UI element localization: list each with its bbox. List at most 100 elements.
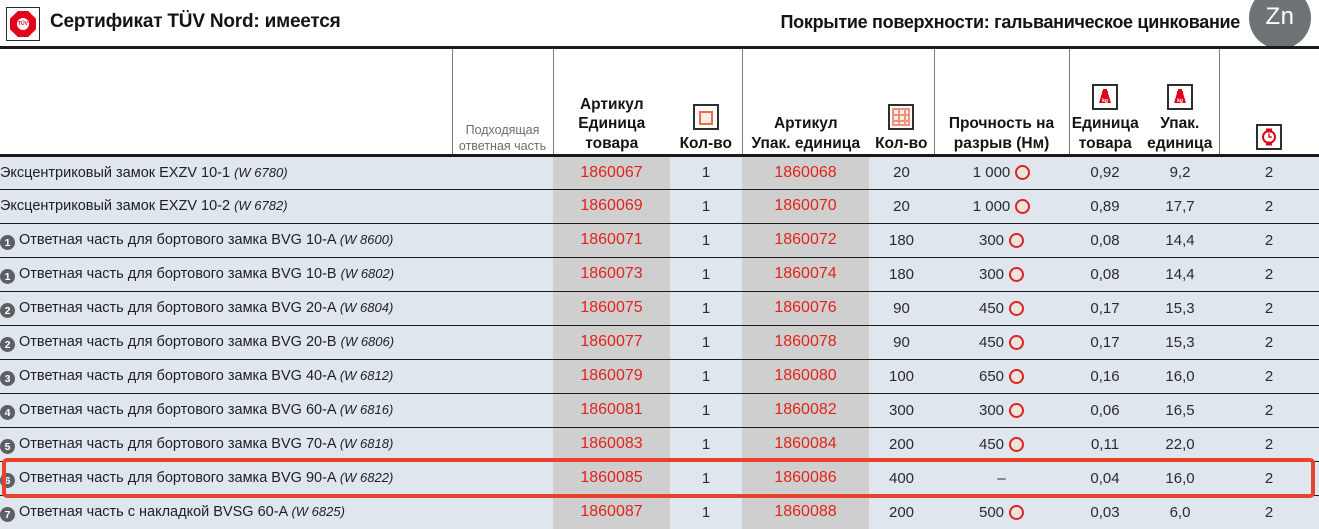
item-number-badge: 1: [0, 269, 15, 285]
cell-article-unit[interactable]: 1860067: [553, 155, 670, 190]
cell-product-name[interactable]: 6 Ответная часть для бортового замка BVG …: [0, 461, 452, 496]
cell-product-name[interactable]: 1 Ответная часть для бортового замка BVG …: [0, 223, 452, 258]
cell-article-pack[interactable]: 1860080: [742, 359, 869, 394]
cell-article-unit[interactable]: 1860083: [553, 427, 670, 462]
cell-strength: 1 000: [934, 189, 1069, 224]
table-row[interactable]: 6 Ответная часть для бортового замка BVG …: [0, 461, 1319, 496]
item-number-badge: 2: [0, 337, 15, 353]
col-header-qty-pack: Кол-во: [869, 49, 934, 157]
table-row[interactable]: 4 Ответная часть для бортового замка BVG …: [0, 393, 1319, 428]
product-name: Ответная часть для бортового замка BVG 6…: [19, 401, 336, 418]
cell-counterpart: [452, 155, 553, 190]
strength-line2: разрыв (Нм): [953, 134, 1050, 152]
cell-qty-unit: 1: [670, 427, 742, 462]
cell-strength: 300: [934, 223, 1069, 258]
table-row[interactable]: 1 Ответная часть для бортового замка BVG …: [0, 257, 1319, 292]
torque-ring-icon: [1009, 232, 1025, 248]
cell-weight-unit: 0,16: [1069, 359, 1141, 394]
table-row[interactable]: 2 Ответная часть для бортового замка BVG …: [0, 291, 1319, 326]
weight-kg-icon: kg: [1092, 84, 1119, 111]
cell-article-pack[interactable]: 1860072: [742, 223, 869, 258]
cell-product-name[interactable]: 4 Ответная часть для бортового замка BVG …: [0, 393, 452, 428]
cell-counterpart: [452, 189, 553, 224]
cell-strength: 450: [934, 291, 1069, 326]
cell-weight-unit: 0,89: [1069, 189, 1141, 224]
cell-lead-time: 2: [1219, 189, 1319, 224]
torque-ring-icon: [1015, 198, 1031, 214]
cell-article-unit[interactable]: 1860075: [553, 291, 670, 326]
torque-ring-icon: [1015, 165, 1031, 180]
cell-product-name[interactable]: 2 Ответная часть для бортового замка BVG …: [0, 291, 452, 326]
cell-product-name[interactable]: 2 Ответная часть для бортового замка BVG …: [0, 325, 452, 360]
article-pack-line2: Упак. единица: [751, 134, 861, 152]
weight-kg-icon: kg: [1166, 84, 1193, 111]
cell-weight-pack: 9,2: [1141, 155, 1219, 190]
article-unit-line1: Артикул: [579, 95, 644, 113]
article-unit-line3: товара: [585, 134, 639, 152]
cell-article-unit[interactable]: 1860077: [553, 325, 670, 360]
cell-weight-unit: 0,08: [1069, 257, 1141, 292]
product-wcode: (W 8600): [339, 231, 394, 247]
cell-article-unit[interactable]: 1860081: [553, 393, 670, 428]
table-row[interactable]: Эксцентриковый замок EXZV 10-2 (W 6782) 1…: [0, 189, 1319, 224]
col-header-strength: Прочность на разрыв (Нм): [933, 49, 1069, 157]
cell-article-pack[interactable]: 1860074: [742, 257, 869, 292]
item-number-badge: 1: [0, 235, 15, 251]
cell-product-name[interactable]: 5 Ответная часть для бортового замка BVG …: [0, 427, 452, 462]
torque-ring-icon: [1009, 402, 1025, 418]
item-number-badge: 2: [0, 303, 15, 319]
cell-article-unit[interactable]: 1860069: [553, 189, 670, 224]
torque-ring-icon: [1009, 504, 1025, 520]
cell-article-pack[interactable]: 1860068: [742, 155, 869, 190]
product-wcode: (W 6780): [234, 164, 288, 180]
cell-article-unit[interactable]: 1860079: [553, 359, 670, 394]
table-row[interactable]: 2 Ответная часть для бортового замка BVG …: [0, 325, 1319, 360]
article-unit-line2: Единица: [578, 115, 646, 133]
col-header-weight-pack: kg Упак. единица: [1141, 49, 1219, 157]
product-wcode: (W 6802): [340, 265, 395, 281]
cell-article-pack[interactable]: 1860070: [742, 189, 869, 224]
cell-article-unit[interactable]: 1860085: [553, 461, 670, 496]
cell-product-name[interactable]: Эксцентриковый замок EXZV 10-2 (W 6782): [0, 189, 452, 224]
cell-weight-pack: 14,4: [1141, 257, 1219, 292]
strength-value: 1 000: [972, 164, 1011, 181]
zinc-badge: Zn: [1249, 0, 1311, 49]
product-table: Подходящая ответная часть Артикул Единиц…: [0, 49, 1319, 529]
cell-weight-pack: 17,7: [1141, 189, 1219, 224]
table-row[interactable]: 1 Ответная часть для бортового замка BVG …: [0, 223, 1319, 258]
torque-ring-icon: [1009, 334, 1025, 350]
cell-qty-unit: 1: [670, 257, 742, 292]
strength-line1: Прочность на: [948, 115, 1055, 133]
cell-article-unit[interactable]: 1860087: [553, 495, 670, 529]
table-body: Эксцентриковый замок EXZV 10-1 (W 6780) 1…: [0, 155, 1319, 529]
strength-value: 300: [978, 401, 1005, 419]
cell-article-pack[interactable]: 1860086: [742, 461, 869, 496]
cell-weight-unit: 0,17: [1069, 325, 1141, 360]
cell-article-unit[interactable]: 1860071: [553, 223, 670, 258]
table-row[interactable]: 7 Ответная часть с накладкой BVSG 60-A (W…: [0, 495, 1319, 529]
article-pack-line1: Артикул: [773, 115, 838, 133]
product-wcode: (W 6822): [339, 469, 394, 485]
cell-article-pack[interactable]: 1860076: [742, 291, 869, 326]
cell-article-unit[interactable]: 1860073: [553, 257, 670, 292]
cell-weight-pack: 15,3: [1141, 325, 1219, 360]
table-row[interactable]: 5 Ответная часть для бортового замка BVG …: [0, 427, 1319, 462]
cell-article-pack[interactable]: 1860084: [742, 427, 869, 462]
cell-product-name[interactable]: Эксцентриковый замок EXZV 10-1 (W 6780): [0, 155, 452, 190]
cell-lead-time: 2: [1219, 495, 1319, 529]
cell-article-pack[interactable]: 1860088: [742, 495, 869, 529]
cell-article-pack[interactable]: 1860082: [742, 393, 869, 428]
table-row[interactable]: Эксцентриковый замок EXZV 10-1 (W 6780) 1…: [0, 155, 1319, 190]
qty-unit-label: Кол-во: [679, 134, 732, 152]
cell-article-pack[interactable]: 1860078: [742, 325, 869, 360]
cell-product-name[interactable]: 1 Ответная часть для бортового замка BVG …: [0, 257, 452, 292]
product-name: Эксцентриковый замок EXZV 10-2: [0, 198, 231, 214]
cell-weight-pack: 14,4: [1141, 223, 1219, 258]
table-row[interactable]: 3 Ответная часть для бортового замка BVG …: [0, 359, 1319, 394]
cell-counterpart: [452, 257, 553, 292]
torque-ring-icon: [1009, 266, 1025, 282]
strength-value: 500: [978, 503, 1005, 521]
cell-product-name[interactable]: 3 Ответная часть для бортового замка BVG …: [0, 359, 452, 394]
cell-product-name[interactable]: 7 Ответная часть с накладкой BVSG 60-A (W…: [0, 495, 452, 529]
col-header-weight-unit: kg Единица товара: [1068, 49, 1141, 157]
